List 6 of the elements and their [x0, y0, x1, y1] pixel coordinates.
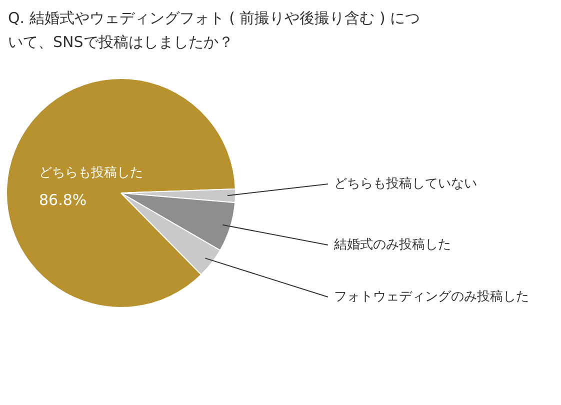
slice-label: どちらも投稿した	[39, 165, 143, 180]
slice-label: 結婚式のみ投稿した	[333, 237, 451, 252]
slice-label: どちらも投稿していない	[334, 176, 477, 192]
data-label: 86.8%	[39, 190, 87, 209]
chart-title: Q. 結婚式やウェディングフォト ( 前撮りや後撮り含む ) について、SNSで投稿はしましたか？	[8, 8, 422, 53]
slice-label: フォトウェディングのみ投稿した	[334, 289, 529, 304]
